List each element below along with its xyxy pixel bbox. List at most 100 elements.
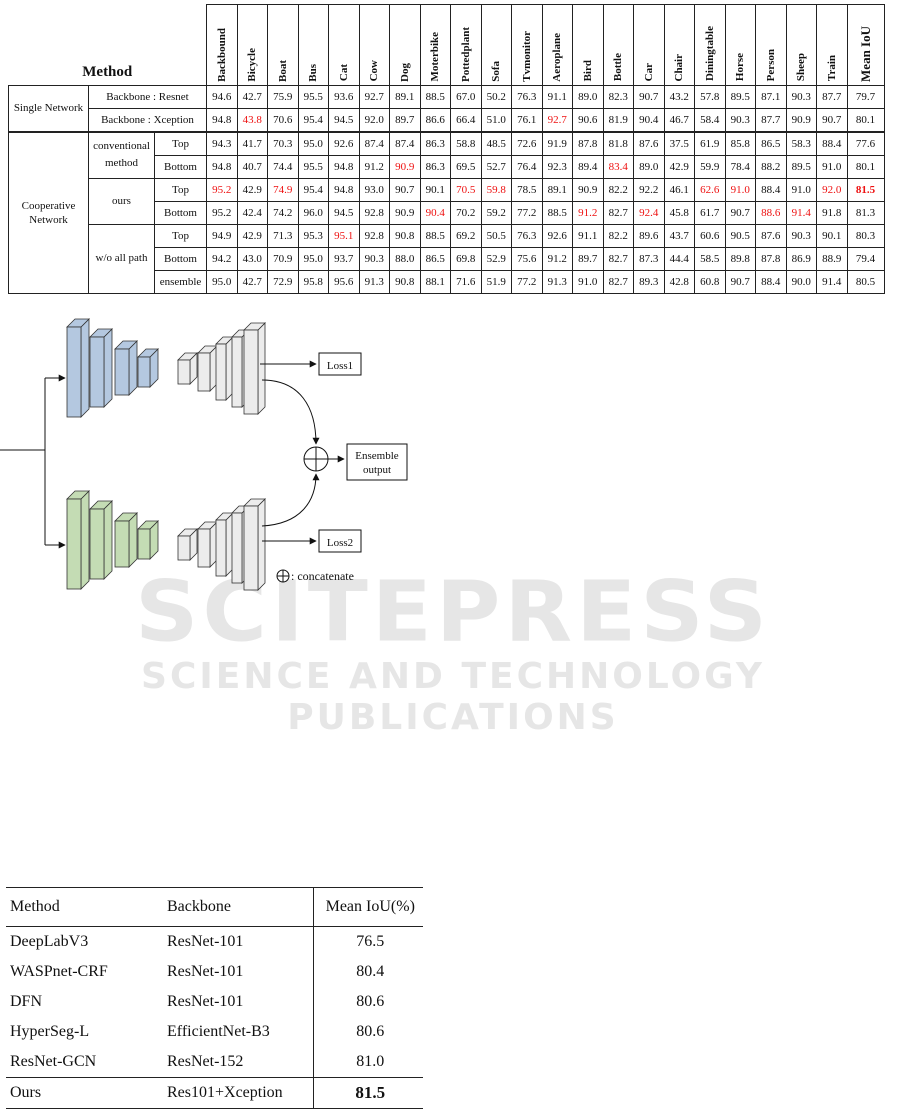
- iou-cell: 92.8: [358, 223, 390, 248]
- legend-label: : concatenate: [291, 569, 354, 583]
- iou-cell: 92.7: [541, 107, 573, 132]
- table-row: DFN ResNet-101 80.6: [6, 987, 423, 1017]
- column-header-label: Pottedplant: [459, 26, 472, 82]
- column-header: Train: [816, 4, 848, 86]
- iou-cell: 90.7: [724, 269, 756, 294]
- architecture-svg: Loss1 Loss2 Ensemble output : concatenat…: [0, 318, 408, 591]
- loss2-box: Loss2: [318, 529, 362, 553]
- iou-cell: 90.7: [724, 200, 756, 225]
- iou-cell: 59.9: [694, 154, 726, 179]
- column-header-label: Sheep: [795, 53, 808, 82]
- method-cell: WASPnet-CRF: [10, 963, 108, 980]
- decoder-block: [177, 528, 198, 561]
- iou-cell: 90.4: [419, 200, 451, 225]
- iou-cell: 74.4: [267, 154, 299, 179]
- backbone-cell: Res101+Xception: [163, 1077, 313, 1109]
- iou-cell: 43.2: [663, 84, 695, 109]
- iou-cell: 88.9: [816, 246, 848, 271]
- mean-iou-cell: 79.7: [846, 84, 885, 109]
- iou-cell: 74.9: [267, 177, 299, 202]
- loss1-label: Loss1: [327, 360, 353, 372]
- column-header-label: Sofa: [490, 60, 503, 82]
- column-header-label: Dog: [398, 62, 411, 82]
- iou-cell: 92.4: [633, 200, 665, 225]
- column-header-label: Chair: [673, 54, 686, 82]
- iou-cell: 91.2: [572, 200, 604, 225]
- iou-cell: 92.7: [358, 84, 390, 109]
- iou-cell: 58.4: [694, 107, 726, 132]
- decoder-block: [177, 352, 198, 385]
- method-cell: Ours: [6, 1077, 163, 1109]
- iou-cell: 57.8: [694, 84, 726, 109]
- row-label: Backbone : Resnet: [88, 84, 207, 109]
- mean-iou-cell: 81.5: [846, 177, 885, 202]
- iou-cell: 95.4: [297, 107, 329, 132]
- table-row: Bottom 94.8 40.7 74.4 95.5 94.8 91.2 90.9 86.3 6…: [9, 154, 885, 179]
- method-cell: ResNet-GCN: [10, 1053, 97, 1070]
- iou-cell: 82.2: [602, 177, 634, 202]
- column-header-label: Diningtable: [703, 26, 716, 82]
- iou-cell: 90.3: [724, 107, 756, 132]
- row-label: ensemble: [154, 269, 207, 294]
- column-header: Bird: [572, 4, 604, 86]
- iou-cell: 90.8: [389, 223, 421, 248]
- iou-cell: 76.3: [511, 84, 543, 109]
- iou-cell: 94.8: [206, 154, 238, 179]
- iou-cell: 90.3: [358, 246, 390, 271]
- watermark-tagline: SCIENCE AND TECHNOLOGY PUBLICATIONS: [141, 656, 765, 738]
- top-decoder-blocks: [177, 322, 266, 415]
- iou-cell: 61.9: [694, 130, 726, 156]
- encoder-block: [89, 328, 113, 408]
- iou-cell: 92.2: [633, 177, 665, 202]
- iou-cell: 92.0: [358, 107, 390, 132]
- iou-cell: 59.8: [480, 177, 512, 202]
- bottom-to-concat-curve: [261, 473, 320, 527]
- iou-cell: 76.1: [511, 107, 543, 132]
- iou-cell: 91.1: [541, 84, 573, 109]
- header-method: Method: [6, 887, 163, 927]
- iou-cell: 91.2: [541, 246, 573, 271]
- column-header-label: Train: [825, 55, 838, 82]
- iou-cell: 82.7: [602, 269, 634, 294]
- iou-cell: 60.8: [694, 269, 726, 294]
- iou-cell: 93.0: [358, 177, 390, 202]
- mean-iou-cell: 80.1: [846, 154, 885, 179]
- table-row: Cooperative Network conventional method …: [8, 130, 885, 294]
- miou-cell: 76.5: [312, 926, 423, 957]
- iou-cell: 96.0: [297, 200, 329, 225]
- iou-cell: 70.6: [267, 107, 299, 132]
- iou-cell: 52.9: [480, 246, 512, 271]
- iou-cell: 95.5: [297, 84, 329, 109]
- column-header: Aeroplane: [541, 4, 573, 86]
- column-header-label: Aeroplane: [551, 32, 564, 82]
- iou-cell: 95.4: [297, 177, 329, 202]
- miou-cell-best: 81.5: [312, 1077, 423, 1109]
- iou-cell: 88.0: [389, 246, 421, 271]
- mean-iou-cell: 81.3: [846, 200, 885, 225]
- iou-cell: 89.0: [572, 84, 604, 109]
- iou-cell: 90.8: [389, 269, 421, 294]
- group-single-network: Single Network: [8, 84, 89, 132]
- column-header-label: Tvmonitor: [520, 30, 533, 82]
- iou-cell: 87.4: [358, 130, 390, 156]
- iou-cell: 91.4: [816, 269, 848, 294]
- iou-cell: 90.1: [816, 223, 848, 248]
- iou-cell: 95.3: [297, 223, 329, 248]
- backbone-cell: ResNet-101: [167, 963, 244, 980]
- iou-cell: 82.2: [602, 223, 634, 248]
- iou-cell: 87.7: [755, 107, 787, 132]
- iou-cell: 89.7: [389, 107, 421, 132]
- iou-cell: 89.1: [389, 84, 421, 109]
- iou-cell: 90.3: [785, 84, 817, 109]
- miou-cell: 81.0: [312, 1047, 423, 1078]
- table-row: Bottom 94.2 43.0 70.9 95.0 93.7 90.3 88.0 86.5 6…: [9, 246, 885, 271]
- table-row: ensemble 95.0 42.7 72.9 95.8 95.6 91.3 90.8 88.…: [9, 269, 885, 294]
- ensemble-label-line2: output: [363, 464, 391, 476]
- iou-cell: 82.7: [602, 200, 634, 225]
- row-label: Top: [154, 130, 207, 156]
- backbone-cell: ResNet-101: [167, 933, 244, 950]
- iou-cell: 95.8: [297, 269, 329, 294]
- table-row: DeepLabV3 ResNet-101 76.5: [6, 926, 423, 957]
- iou-cell: 88.2: [755, 154, 787, 179]
- column-header: Chair: [663, 4, 695, 86]
